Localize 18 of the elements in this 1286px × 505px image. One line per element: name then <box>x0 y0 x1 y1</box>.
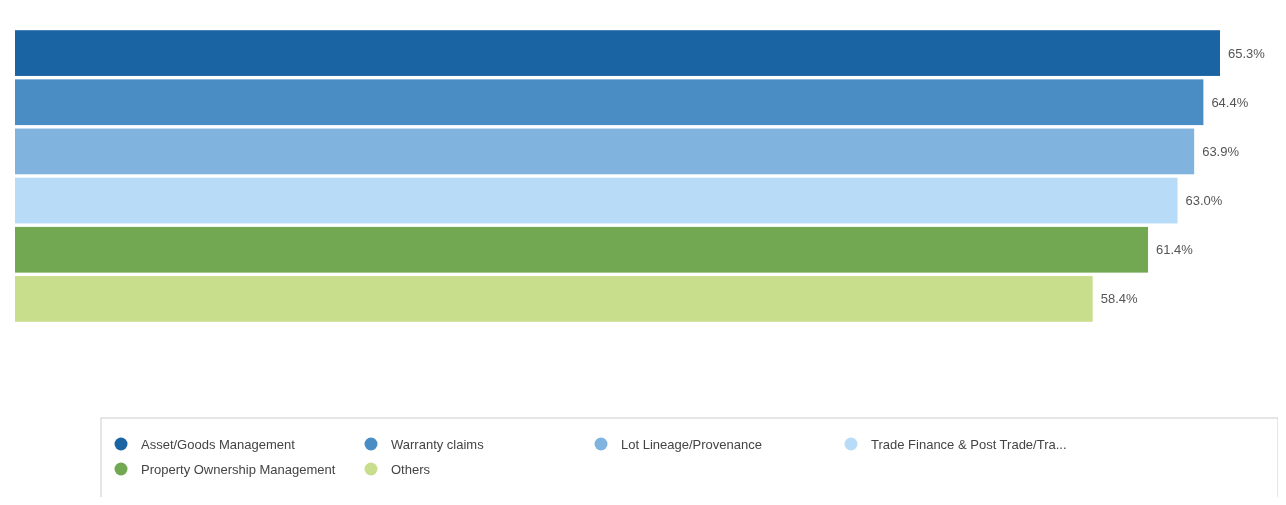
bar <box>15 276 1093 322</box>
bar <box>15 177 1178 224</box>
legend-label: Trade Finance & Post Trade/Tra... <box>871 436 1067 452</box>
legend-label: Asset/Goods Management <box>141 436 296 452</box>
bar <box>15 226 1149 273</box>
data-label: 63.9% <box>1202 143 1240 159</box>
legend-label: Others <box>391 461 431 477</box>
bar <box>15 30 1220 76</box>
legend-label: Property Ownership Management <box>141 461 336 477</box>
data-label: 65.3% <box>1228 45 1266 61</box>
bar <box>15 128 1195 175</box>
data-label: 63.0% <box>1185 193 1223 209</box>
data-label: 64.4% <box>1211 94 1249 110</box>
legend-label: Lot Lineage/Provenance <box>621 436 762 452</box>
legend-label: Warranty claims <box>391 436 485 452</box>
data-label: 58.4% <box>1100 291 1138 307</box>
data-label: 61.4% <box>1156 242 1194 258</box>
bar <box>15 79 1204 126</box>
